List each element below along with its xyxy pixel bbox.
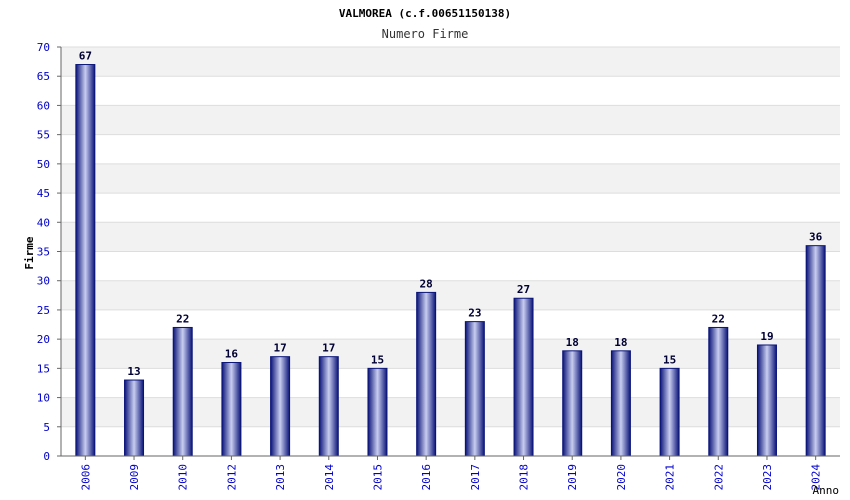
bar-value-label: 36 xyxy=(809,231,823,244)
bar-value-label: 16 xyxy=(225,348,239,361)
y-tick-label: 45 xyxy=(37,187,50,200)
y-tick-label: 5 xyxy=(43,421,50,434)
x-axis-label: Anno xyxy=(813,484,840,497)
bar xyxy=(708,326,729,457)
value-labels: 67 13 22 16 17 17 15 28 23 27 18 18 15 22 19 36 xyxy=(79,50,823,379)
bar-value-label: 67 xyxy=(79,50,92,63)
x-tick-label: 2015 xyxy=(371,464,384,491)
bar-value-label: 15 xyxy=(371,353,384,366)
bar xyxy=(367,367,388,457)
bar-value-label: 27 xyxy=(517,283,530,296)
y-tick-label: 15 xyxy=(37,362,50,375)
bar xyxy=(172,326,193,457)
x-tick-label: 2018 xyxy=(518,464,531,491)
y-tick-label: 50 xyxy=(37,158,50,171)
axes xyxy=(60,47,840,460)
bar xyxy=(318,356,339,457)
x-tick-label: 2006 xyxy=(79,464,92,491)
bar-value-label: 17 xyxy=(322,342,335,355)
x-tick-label: 2022 xyxy=(712,464,725,491)
x-tick-label: 2017 xyxy=(469,464,482,491)
y-tick-label: 40 xyxy=(37,216,50,229)
y-tick-label: 70 xyxy=(37,41,50,54)
y-tick-label: 0 xyxy=(43,450,50,463)
bar xyxy=(124,379,145,457)
bar xyxy=(610,350,631,457)
bar xyxy=(464,321,485,457)
x-tick-label: 2016 xyxy=(420,464,433,491)
bar-value-label: 13 xyxy=(127,365,140,378)
bar-value-label: 22 xyxy=(176,312,189,325)
y-tick-label: 10 xyxy=(37,392,50,405)
bar xyxy=(75,64,96,457)
bar-value-label: 19 xyxy=(760,330,773,343)
chart-title: VALMOREA (c.f.00651150138) xyxy=(339,7,511,20)
grid-band xyxy=(61,163,840,194)
bar xyxy=(562,350,583,457)
bar xyxy=(270,356,291,457)
x-tick-labels: 2006 2009 2010 2012 2013 2014 2015 2016 2017 2018… xyxy=(79,464,822,491)
bar-value-label: 22 xyxy=(712,312,725,325)
bar xyxy=(221,362,242,457)
x-tick-label: 2020 xyxy=(615,464,628,491)
bar-value-label: 28 xyxy=(420,277,433,290)
grid-band xyxy=(61,47,840,77)
y-tick-label: 30 xyxy=(37,275,50,288)
x-tick-label: 2014 xyxy=(323,464,336,491)
y-axis-label: Firme xyxy=(23,236,36,269)
x-tick-label: 2010 xyxy=(177,464,190,491)
x-tick-label: 2013 xyxy=(274,464,287,491)
x-tick-label: 2012 xyxy=(225,464,238,491)
bar-value-label: 18 xyxy=(614,336,627,349)
bar xyxy=(659,367,680,457)
bar xyxy=(805,245,826,457)
bar-value-label: 18 xyxy=(566,336,579,349)
y-tick-label: 20 xyxy=(37,333,50,346)
grid-band xyxy=(61,105,840,135)
y-tick-label: 25 xyxy=(37,304,50,317)
y-tick-label: 55 xyxy=(37,129,50,142)
x-tick-label: 2019 xyxy=(566,464,579,491)
x-tick-label: 2009 xyxy=(128,464,141,491)
bar xyxy=(756,344,777,457)
y-tick-labels: 0 5 10 15 20 25 30 35 40 45 50 55 60 65 70 xyxy=(37,41,50,463)
x-tick-label: 2021 xyxy=(664,464,677,491)
bar-value-label: 15 xyxy=(663,353,676,366)
x-tick-label: 2024 xyxy=(810,464,823,491)
y-tick-label: 65 xyxy=(37,70,50,83)
grid-band xyxy=(61,280,840,310)
bar xyxy=(416,291,437,457)
chart-subtitle: Numero Firme xyxy=(382,27,469,41)
y-tick-label: 60 xyxy=(37,99,50,112)
bar-value-label: 17 xyxy=(273,342,286,355)
bars xyxy=(75,64,826,457)
bar xyxy=(513,297,534,457)
y-tick-label: 35 xyxy=(37,246,50,259)
bar-value-label: 23 xyxy=(468,307,481,320)
x-tick-label: 2023 xyxy=(761,464,774,491)
grid-band xyxy=(61,222,840,252)
